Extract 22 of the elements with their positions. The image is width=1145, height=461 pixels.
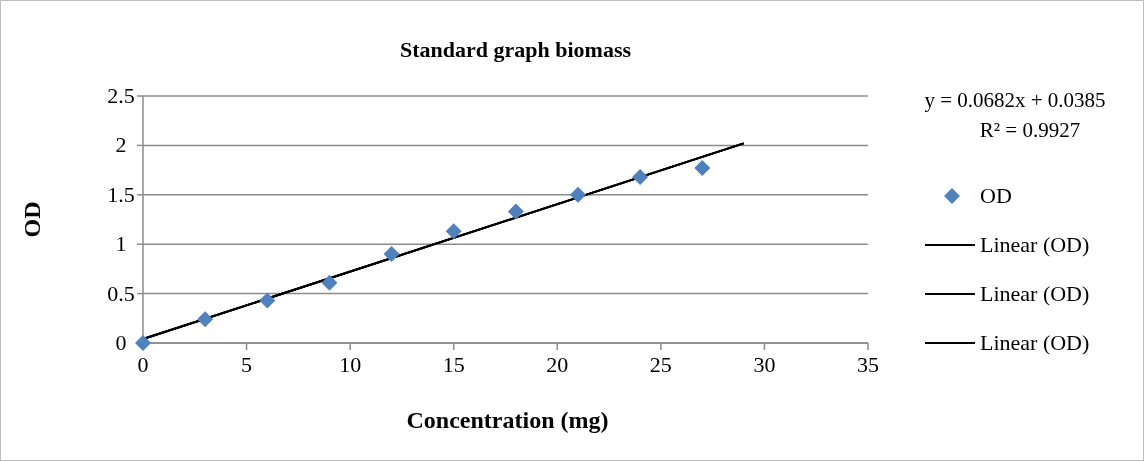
x-tick-label: 30: [753, 352, 776, 377]
y-tick-label: 1: [115, 231, 127, 257]
x-axis-title: Concentration (mg): [406, 407, 609, 433]
x-tick-label: 5: [241, 352, 253, 377]
x-tick-label: 25: [649, 352, 672, 377]
legend-label: Linear (OD): [980, 330, 1090, 355]
x-tick-label: 10: [339, 352, 362, 377]
x-tick-label: 15: [442, 352, 465, 377]
y-tick-label: 0: [115, 330, 127, 355]
y-tick-label: 2: [115, 132, 127, 158]
x-tick-label: 20: [546, 352, 569, 377]
text: R² = 0.9927: [979, 118, 1081, 142]
legend-label: Linear (OD): [980, 281, 1090, 306]
legend-label: Linear (OD): [980, 232, 1090, 257]
legend-label: OD: [980, 183, 1012, 208]
x-tick-label: 35: [857, 352, 879, 377]
y-tick-label: 0.5: [107, 280, 135, 306]
y-axis-title: OD: [19, 201, 45, 238]
y-tick-label: 2.5: [107, 83, 135, 108]
chart-title: Standard graph biomass: [399, 37, 632, 62]
y-tick-label: 1.5: [107, 181, 135, 207]
text: y = 0.0682x + 0.0385: [924, 88, 1106, 112]
